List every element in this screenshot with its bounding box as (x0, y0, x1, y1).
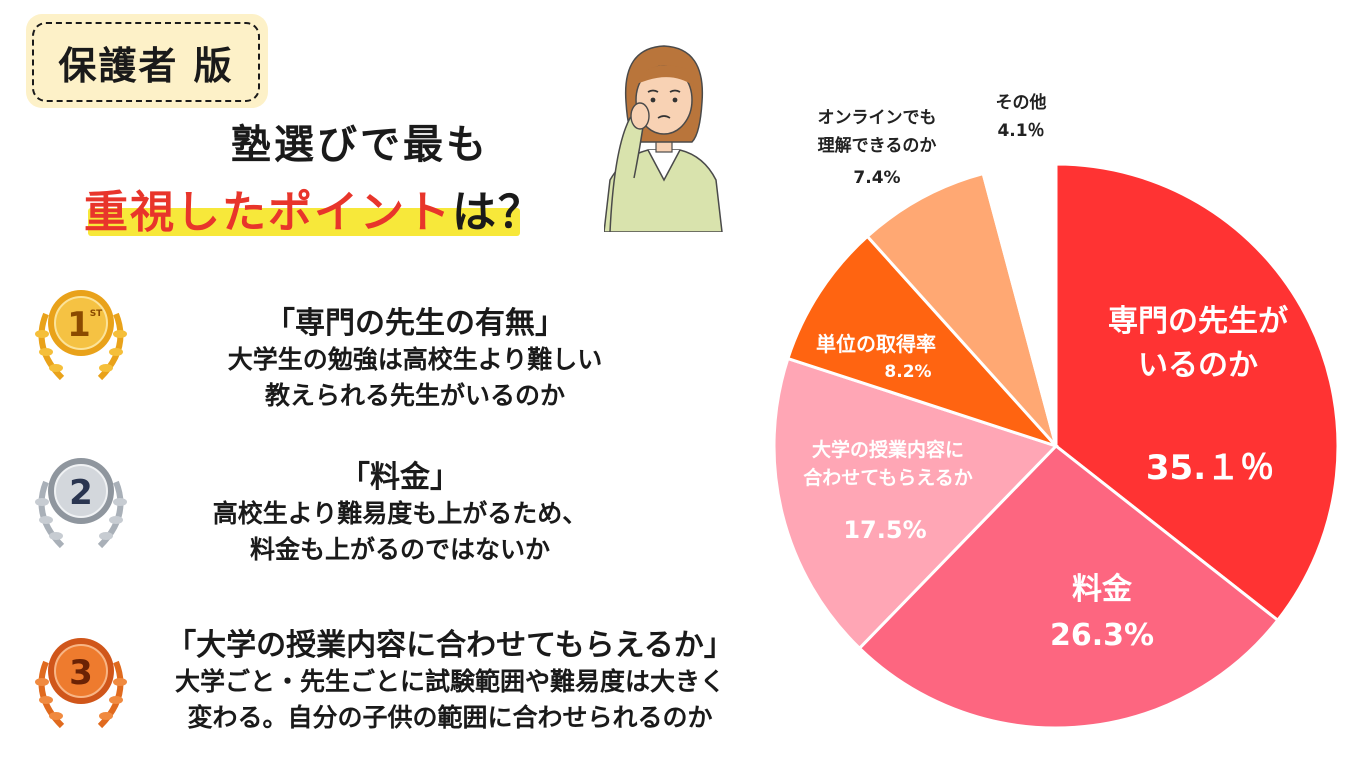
rank-1-desc-1: 大学生の勉強は高校生より難しい (227, 345, 603, 374)
slice-value-ryokin: 26.3% (1049, 618, 1155, 653)
pie-slice-other (981, 162, 1058, 447)
pie-slice-ryokin (857, 443, 1280, 730)
slice-label-other: その他 (995, 93, 1047, 113)
medal-3-number: 3 (69, 653, 93, 693)
slice-value-tani: 8.2% (884, 362, 932, 382)
slice-value-senmon: 35.１％ (1145, 448, 1275, 488)
rank-1-block: 「専門の先生の有無」 大学生の勉強は高校生より難しい 教えられる先生がいるのか (180, 298, 650, 414)
rank-1-heading: 「専門の先生の有無」 (265, 306, 565, 341)
rank-3-heading: 「大学の授業内容に合わせてもらえるか」 (166, 628, 734, 663)
gold-medal-icon: 1 ST (35, 290, 127, 381)
rank-2-block: 「料金」 高校生より難易度も上がるため、 料金も上がるのではないか (160, 452, 640, 568)
rank-1-desc-2: 教えられる先生がいるのか (264, 381, 565, 410)
slice-label-ryokin: 料金 (1072, 572, 1132, 607)
pie-chart (772, 162, 1340, 730)
page-title-line2: 重視したポイント は？ (84, 176, 544, 240)
pie-slice-senmon (1054, 162, 1340, 623)
medal-1-number: 1 (67, 305, 91, 345)
version-badge: 保護者 版 (32, 22, 260, 102)
version-badge-bg (26, 14, 268, 108)
rank-3-block: 「大学の授業内容に合わせてもらえるか」 大学ごと・先生ごとに試験範囲や難易度は大… (150, 620, 750, 736)
pie-slice-jugyo (772, 356, 1059, 651)
rank-3-desc-2: 変わる。自分の子供の範囲に合わせられるのか (187, 703, 713, 732)
pie-slice-online (865, 171, 1058, 448)
slice-value-online: 7.4% (853, 168, 901, 188)
silver-medal-icon: 2 (35, 458, 127, 549)
title-highlight (88, 208, 520, 236)
bronze-medal-icon: 3 (35, 638, 127, 729)
slice-label-jugyo: 大学の授業内容に 合わせてもらえるか (803, 439, 973, 489)
title-highlight-text: 重視したポイント (84, 187, 452, 238)
rank-2-desc-1: 高校生より難易度も上がるため、 (212, 499, 588, 528)
slice-value-jugyo: 17.5% (843, 516, 927, 544)
title-rest-text: は？ (452, 187, 544, 238)
slice-label-online: オンラインでも 理解できるのか (817, 108, 937, 156)
rank-2-desc-2: 料金も上がるのではないか (249, 535, 550, 564)
slice-value-other: 4.1％ (997, 121, 1045, 141)
medal-2-number: 2 (69, 473, 93, 513)
slice-label-senmon: 専門の先生が いるのか (1108, 304, 1288, 383)
slice-label-tani: 単位の取得率 (816, 332, 936, 356)
pie-slice-tani (786, 234, 1061, 450)
rank-3-desc-1: 大学ごと・先生ごとに試験範囲や難易度は大きく (174, 667, 725, 696)
worried-parent-illustration (604, 45, 723, 232)
page-title-line1: 塾選びで最も (231, 122, 489, 168)
rank-2-heading: 「料金」 (340, 460, 460, 495)
medal-1-sup: ST (90, 309, 103, 319)
